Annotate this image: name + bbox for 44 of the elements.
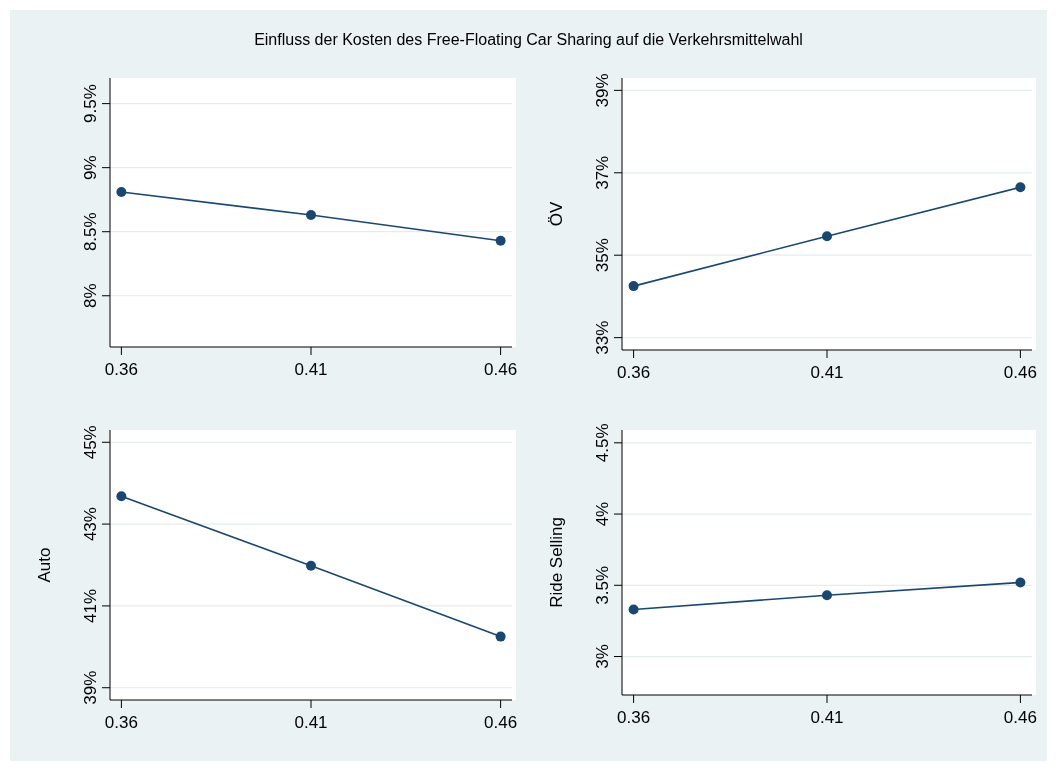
y-tick-label: 9% [81,155,100,180]
x-tick-label: 0.36 [617,363,651,382]
chart-title: Einfluss der Kosten des Free-Floating Car Sharing auf die Verkehrsmittelwahl [254,31,803,48]
x-tick-label: 0.41 [294,360,328,379]
point [495,235,506,246]
y-tick-label: 8.5% [81,212,100,252]
x-tick-label: 0.36 [104,713,138,732]
y-tick-label: 3.5% [593,565,612,605]
y-tick-label: 4.5% [593,423,612,463]
y-axis-title: ÖV [547,201,566,227]
y-tick-label: 39% [81,670,100,705]
point [628,281,639,292]
x-tick-label: 0.46 [484,713,518,732]
y-tick-label: 4% [593,501,612,527]
y-tick-label: 45% [81,425,100,460]
x-tick-label: 0.41 [294,713,328,732]
y-axis-title: Ride Selling [547,517,566,608]
y-tick-label: 33% [593,320,612,355]
x-tick-label: 0.41 [810,363,844,382]
y-tick-label: 3% [593,644,612,669]
y-tick-label: 35% [593,238,612,273]
y-tick-label: 8% [81,283,100,309]
y-tick-label: 37% [593,155,612,190]
x-tick-label: 0.41 [810,708,844,727]
point [495,631,506,642]
point [306,210,316,221]
y-tick-label: 41% [81,588,100,623]
y-axis-title: Auto [35,547,54,583]
point [306,560,316,571]
y-tick-label: 39% [593,73,612,108]
point [628,604,639,615]
y-tick-label: 9.5% [81,84,100,123]
x-tick-label: 0.46 [484,360,518,379]
x-tick-label: 0.46 [1003,708,1037,727]
point [1015,182,1026,193]
point [822,590,832,601]
x-tick-label: 0.36 [104,360,138,379]
point [116,187,127,198]
point [822,231,832,242]
point [1015,577,1026,588]
x-tick-label: 0.36 [617,708,651,727]
x-tick-label: 0.46 [1003,363,1037,382]
point [116,491,127,502]
y-tick-label: 43% [81,507,100,542]
